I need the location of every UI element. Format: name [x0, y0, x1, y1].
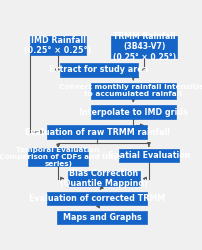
Text: Convert monthly rainfall intensities
to accumulated rainfall: Convert monthly rainfall intensities to …: [59, 84, 202, 97]
Text: Interpolate to IMD grids: Interpolate to IMD grids: [79, 108, 188, 117]
FancyBboxPatch shape: [119, 149, 179, 162]
FancyBboxPatch shape: [67, 171, 140, 186]
Text: IMD Rainfall
(0.25° × 0.25°): IMD Rainfall (0.25° × 0.25°): [24, 36, 92, 55]
Text: Extract for study area: Extract for study area: [49, 65, 148, 74]
FancyBboxPatch shape: [91, 106, 176, 119]
FancyBboxPatch shape: [47, 126, 147, 138]
FancyBboxPatch shape: [91, 83, 176, 98]
FancyBboxPatch shape: [60, 63, 138, 76]
FancyBboxPatch shape: [47, 192, 147, 205]
FancyBboxPatch shape: [30, 36, 86, 55]
Text: Evaluation of corrected TRMM: Evaluation of corrected TRMM: [29, 194, 165, 203]
Text: Evaluation of raw TRMM rainfall: Evaluation of raw TRMM rainfall: [25, 128, 170, 136]
FancyBboxPatch shape: [57, 211, 147, 224]
Text: Maps and Graphs: Maps and Graphs: [63, 213, 141, 222]
Text: TRMM Rainfall
(3B43-V7)
(0.25° × 0.25°): TRMM Rainfall (3B43-V7) (0.25° × 0.25°): [113, 32, 176, 62]
Text: Spatial Evaluation: Spatial Evaluation: [108, 152, 190, 160]
FancyBboxPatch shape: [111, 36, 177, 58]
Text: Bias Correction
(Quantile Mapping): Bias Correction (Quantile Mapping): [60, 169, 147, 188]
FancyBboxPatch shape: [28, 148, 88, 166]
Text: Temporal Evaluation
(Comparison of CDFs and time
series): Temporal Evaluation (Comparison of CDFs …: [0, 147, 120, 167]
